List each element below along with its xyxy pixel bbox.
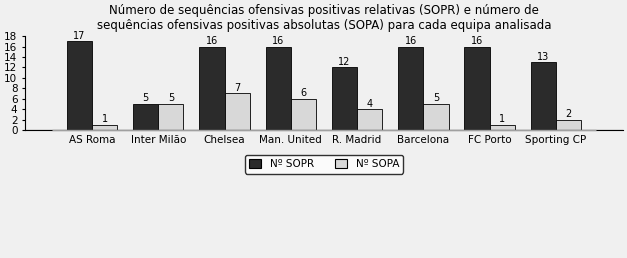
Bar — [199, 46, 224, 130]
Bar — [133, 104, 158, 130]
Text: 2: 2 — [566, 109, 572, 119]
Text: 4: 4 — [367, 99, 372, 109]
Bar — [291, 99, 316, 130]
Text: 16: 16 — [206, 36, 218, 46]
Bar — [158, 104, 184, 130]
Text: 5: 5 — [168, 93, 174, 103]
Bar — [423, 104, 448, 130]
Bar — [556, 119, 581, 130]
Bar — [398, 46, 423, 130]
Text: 16: 16 — [471, 36, 483, 46]
Text: 1: 1 — [102, 114, 108, 124]
Text: 6: 6 — [300, 88, 307, 98]
Bar — [67, 41, 92, 130]
Bar — [266, 46, 291, 130]
Bar — [92, 125, 117, 130]
Bar — [490, 125, 515, 130]
Text: 1: 1 — [499, 114, 505, 124]
Text: 7: 7 — [234, 83, 240, 93]
Text: 17: 17 — [73, 31, 86, 41]
Text: 5: 5 — [142, 93, 149, 103]
Text: 5: 5 — [433, 93, 439, 103]
Bar — [332, 67, 357, 130]
Legend: Nº SOPR, Nº SOPA: Nº SOPR, Nº SOPA — [245, 155, 403, 174]
Bar — [357, 109, 382, 130]
Bar — [530, 62, 556, 130]
Text: 16: 16 — [404, 36, 417, 46]
Title: Número de sequências ofensivas positivas relativas (SOPR) e número de
sequências: Número de sequências ofensivas positivas… — [97, 4, 551, 32]
Text: 16: 16 — [272, 36, 284, 46]
Bar — [465, 46, 490, 130]
Text: 12: 12 — [339, 57, 350, 67]
Bar — [224, 93, 250, 130]
Text: 13: 13 — [537, 52, 549, 62]
